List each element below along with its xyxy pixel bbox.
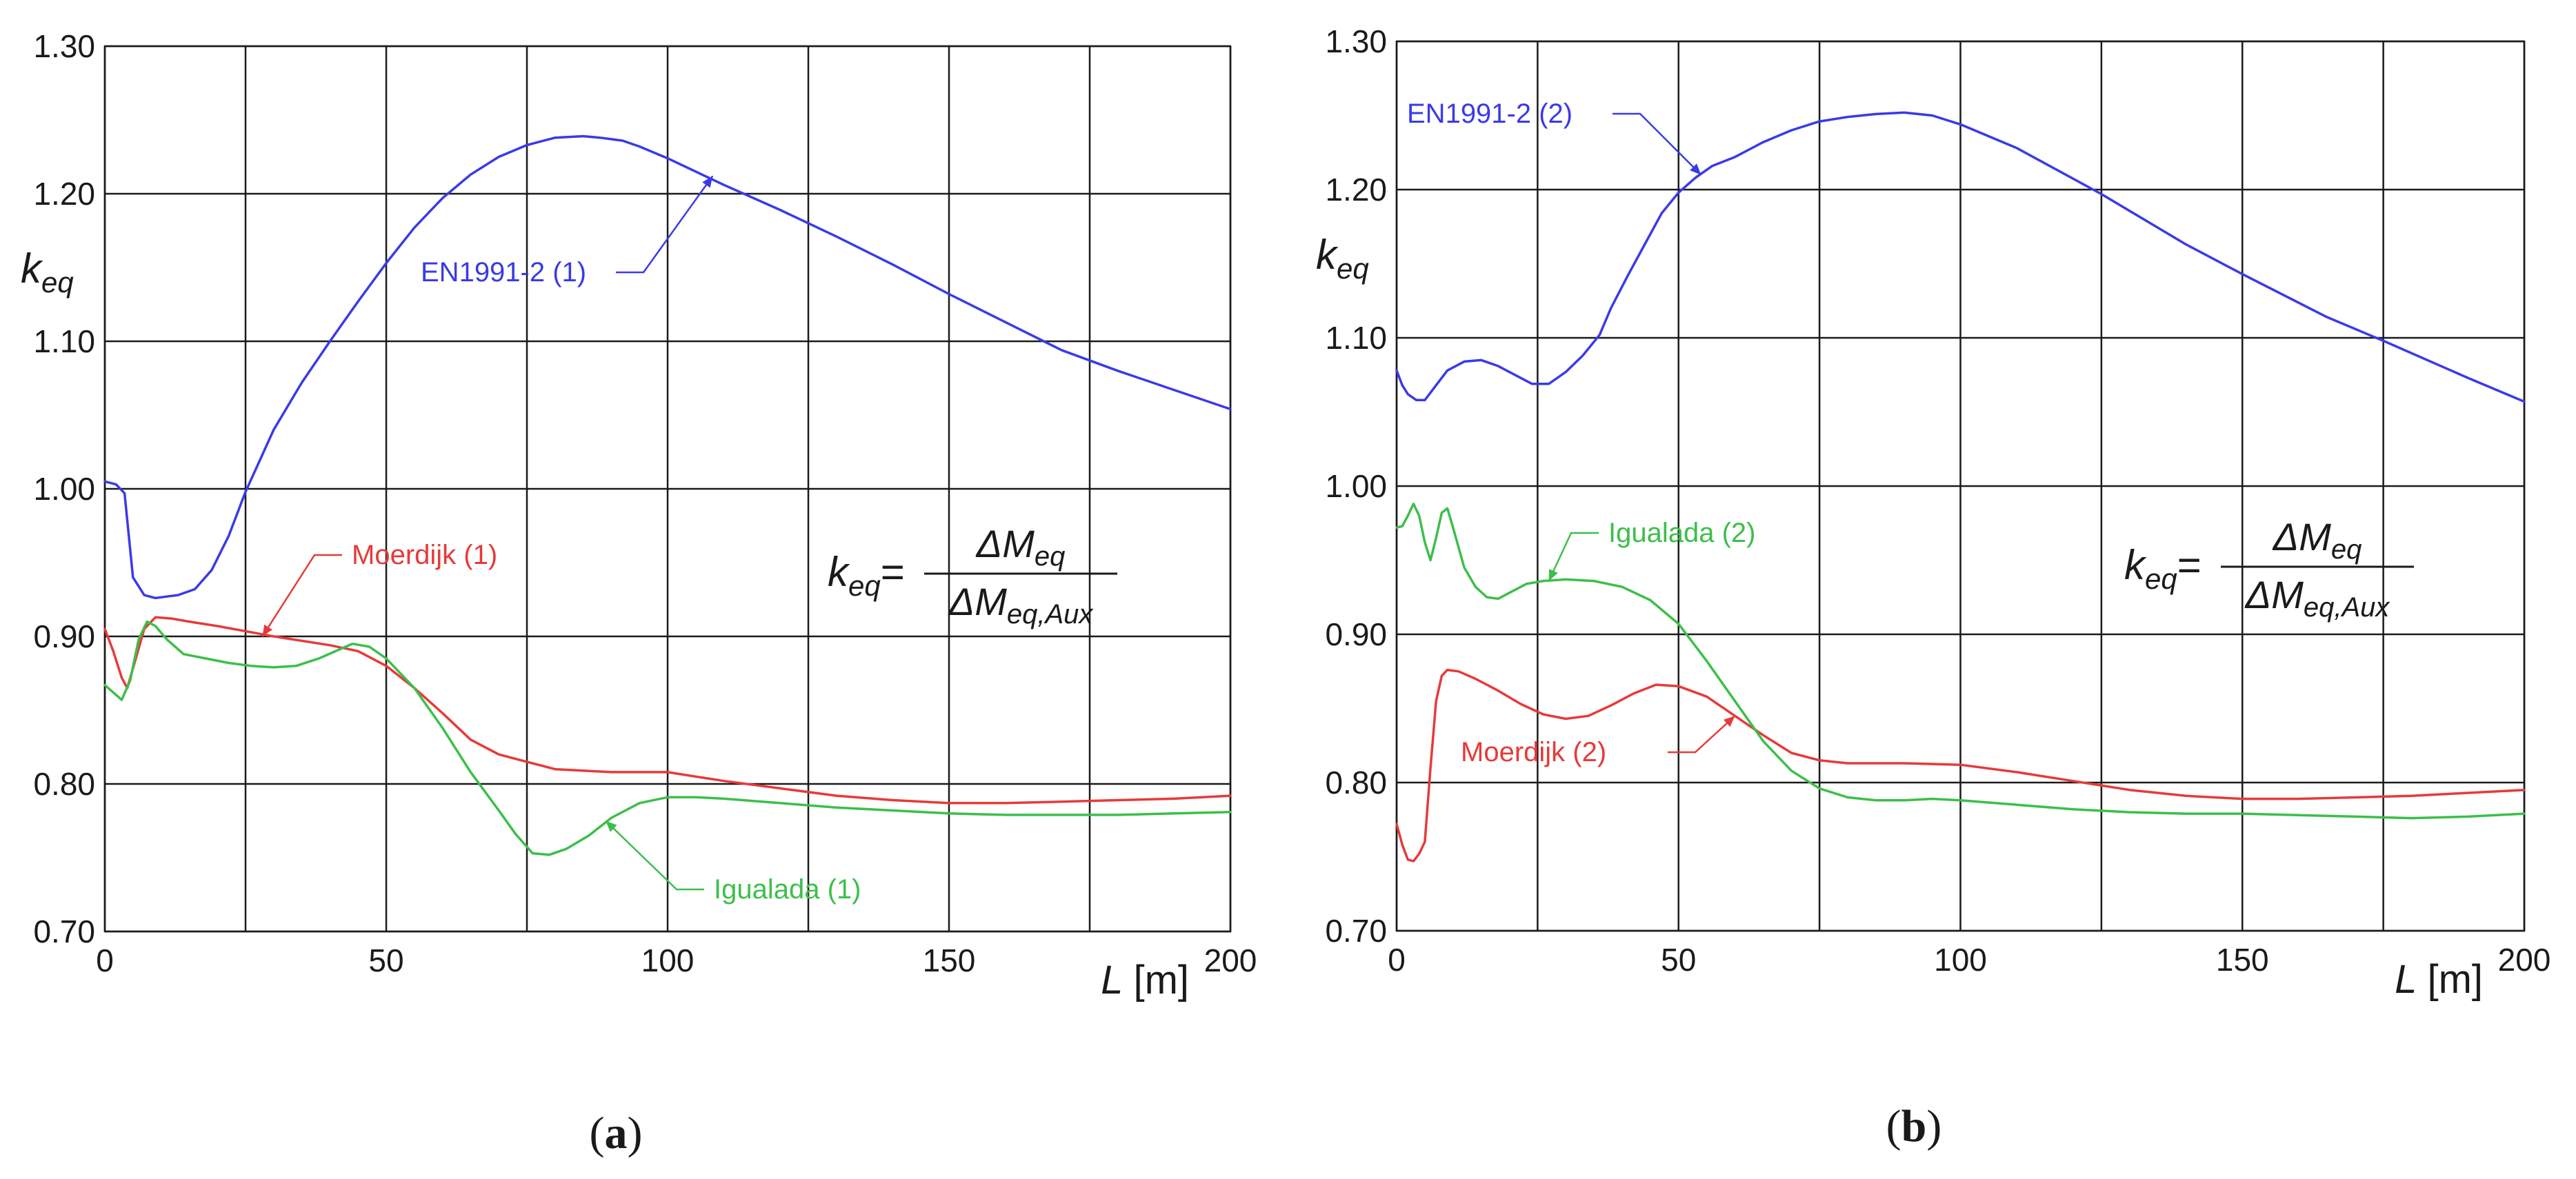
chart-panel-b: 0.70 0.80 0.90 1.00 1.10 1.20 1.30 0 50 100 150 200…	[1316, 23, 2550, 1151]
formula: keq= ΔMeq ΔMeq,Aux	[828, 522, 1117, 629]
formula-lhs: keq=	[828, 549, 905, 602]
series-line-moerdijk-2	[1395, 668, 2526, 863]
formula-denominator: ΔMeq,Aux	[948, 580, 1095, 629]
annotation-leader-line	[616, 175, 714, 274]
formula-numerator: ΔMeq	[975, 522, 1066, 572]
series-line-igualada-2	[1395, 503, 2526, 820]
series-annotation-label: Moerdijk (2)	[1461, 737, 1606, 767]
y-tick-label: 0.70	[33, 914, 95, 949]
y-tick-label: 1.30	[33, 28, 95, 64]
grid	[103, 45, 1232, 933]
x-tick-label: 150	[2216, 942, 2269, 978]
x-tick-label: 0	[1388, 942, 1406, 978]
x-tick-label: 50	[1661, 942, 1696, 978]
series-annotation: Moerdijk (2)	[1461, 715, 1736, 767]
y-tick-label: 0.70	[1325, 913, 1387, 949]
formula-numerator: ΔMeq	[2272, 515, 2362, 565]
series-annotation: Igualada (1)	[605, 820, 861, 905]
annotation-leader-line	[1548, 532, 1599, 582]
chart-panel-a: 0.70 0.80 0.90 1.00 1.10 1.20 1.30 0 50 100 150 200…	[21, 28, 1257, 1158]
y-tick-label: 0.80	[33, 766, 95, 802]
x-tick-label: 200	[2498, 942, 2551, 978]
y-tick-label: 0.80	[1325, 765, 1387, 800]
annotation-arrowhead	[606, 820, 617, 832]
y-tick-label: 1.10	[1325, 320, 1387, 356]
series-annotation: Moerdijk (1)	[261, 540, 497, 637]
series-annotation: Igualada (2)	[1548, 518, 1755, 582]
series-annotation-label: EN1991-2 (1)	[421, 257, 586, 288]
series-annotation: EN1991-2 (2)	[1407, 99, 1702, 176]
x-tick-label: 100	[1934, 942, 1987, 978]
panel-label: (a)	[590, 1108, 643, 1158]
y-tick-label: 1.30	[1325, 23, 1387, 59]
x-tick-label: 200	[1204, 943, 1257, 978]
annotation-arrowhead	[1724, 716, 1735, 727]
annotation-arrowhead	[702, 176, 713, 188]
annotation-leader-line	[605, 820, 704, 891]
series-annotation-label: Igualada (1)	[714, 874, 861, 905]
annotation-arrowhead	[1690, 163, 1701, 175]
series-annotation-label: Moerdijk (1)	[352, 540, 497, 570]
y-tick-label: 1.00	[33, 471, 95, 507]
y-tick-label: 1.20	[1325, 172, 1387, 208]
y-tick-label: 0.90	[33, 618, 95, 654]
y-tick-label: 1.20	[33, 176, 95, 212]
annotation-arrowhead	[262, 624, 272, 636]
y-tick-label: 1.00	[1325, 468, 1387, 504]
x-axis-label: L [m]	[2395, 957, 2483, 1002]
annotation-leader-line	[1613, 112, 1702, 176]
y-tick-label: 0.90	[1325, 616, 1387, 652]
annotation-arrowhead	[1548, 569, 1558, 581]
y-axis-label: keq	[1316, 232, 1369, 285]
formula: keq= ΔMeq ΔMeq,Aux	[2124, 515, 2414, 623]
series-annotation: EN1991-2 (1)	[421, 175, 714, 288]
y-tick-label: 1.10	[33, 323, 95, 359]
x-tick-label: 50	[368, 943, 403, 978]
series-annotation-label: EN1991-2 (2)	[1407, 99, 1572, 129]
x-axis-label: L [m]	[1101, 958, 1189, 1002]
x-tick-label: 150	[923, 943, 976, 978]
annotation-leader-line	[261, 554, 342, 637]
plot-frame	[1395, 40, 2526, 932]
series-annotation-label: Igualada (2)	[1608, 518, 1755, 548]
series-line-igualada-1	[103, 620, 1232, 856]
formula-lhs: keq=	[2124, 542, 2201, 595]
formula-denominator: ΔMeq,Aux	[2244, 573, 2391, 623]
annotation-leader-line	[1668, 715, 1736, 754]
series-line-en1991-2-2	[1395, 111, 2526, 403]
panel-label: (b)	[1886, 1101, 1942, 1151]
y-axis-label: keq	[21, 245, 74, 299]
plot-frame	[103, 45, 1232, 933]
series-line-moerdijk-1	[103, 616, 1232, 805]
series-line-en1991-2-1	[103, 134, 1232, 600]
x-tick-label: 0	[96, 943, 114, 978]
x-tick-label: 100	[641, 943, 695, 978]
